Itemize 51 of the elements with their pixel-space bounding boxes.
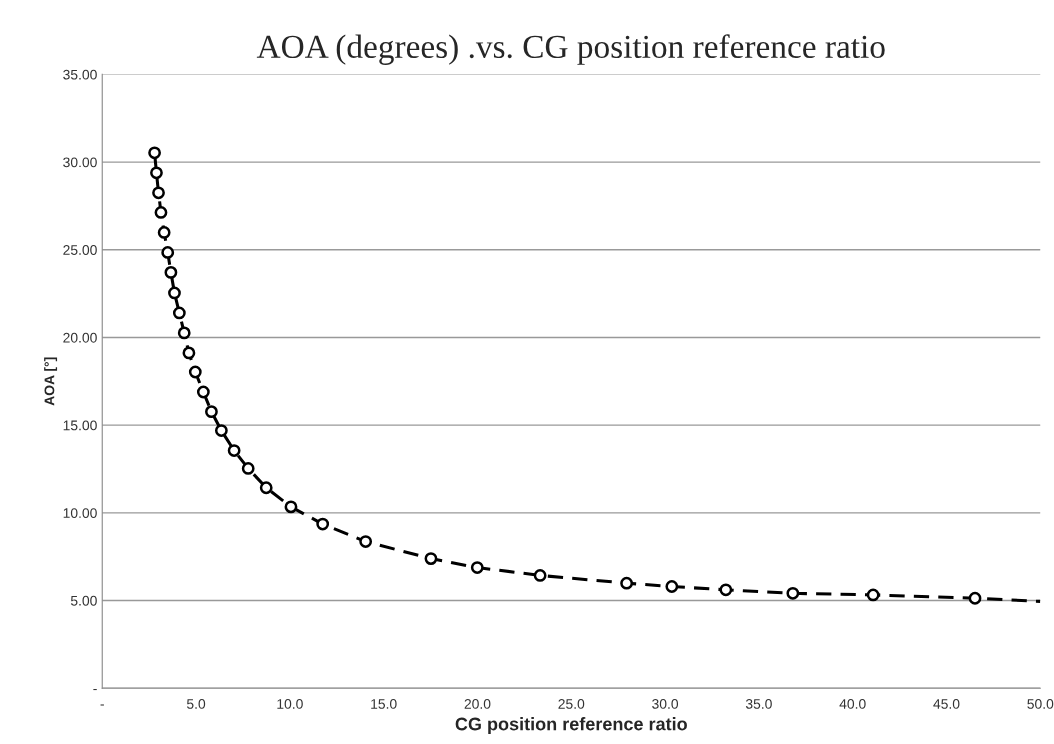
point [164, 265, 178, 279]
point [259, 481, 273, 495]
y-axis-title: AOA [°] [44, 357, 58, 406]
point [148, 146, 161, 160]
y-tick-label: - [93, 689, 97, 691]
x-tick-label: 30.0 [652, 698, 679, 709]
point [182, 346, 196, 360]
point [533, 569, 547, 582]
point [205, 405, 218, 419]
point [150, 166, 163, 180]
point [154, 206, 168, 219]
point [620, 576, 634, 590]
y-tick-label: 15.00 [63, 420, 97, 431]
y-tick-label: 25.00 [63, 245, 97, 255]
point [786, 586, 800, 600]
x-tick-label: 35.0 [745, 698, 772, 709]
chart-title: AOA (degrees) .vs. CG position reference ratio [256, 34, 885, 65]
point [227, 444, 241, 457]
y-tick-label: 20.00 [63, 332, 97, 343]
point [172, 306, 186, 320]
y-tick-label: 10.00 [63, 508, 97, 518]
x-tick-label: 40.0 [839, 698, 866, 709]
x-tick-label: 5.0 [186, 698, 206, 709]
y-tick-label: 5.00 [70, 595, 97, 606]
point [424, 552, 438, 565]
x-tick-label: 15.0 [371, 698, 397, 709]
point [359, 535, 373, 548]
point [316, 517, 330, 531]
point [968, 591, 982, 605]
y-tick-label: 35.00 [63, 69, 97, 80]
x-tick-label: 50.0 [1027, 698, 1054, 709]
point [196, 385, 210, 399]
point [152, 186, 165, 200]
point [665, 580, 679, 593]
x-axis-title: CG position reference ratio [455, 717, 687, 734]
point [157, 226, 171, 239]
point [719, 583, 733, 597]
point [866, 588, 880, 602]
y-tick-label: 30.00 [63, 157, 97, 168]
x-tick-label: 20.0 [464, 698, 491, 709]
point [214, 424, 228, 437]
point [188, 365, 202, 379]
point [168, 286, 181, 300]
point [241, 462, 255, 475]
point [177, 326, 191, 340]
x-tick-label: 45.0 [933, 698, 960, 709]
point [284, 500, 298, 514]
x-tick-label: 10.0 [277, 698, 303, 709]
point [161, 246, 175, 259]
x-tick-label: 25.0 [558, 698, 585, 709]
point [470, 561, 484, 574]
